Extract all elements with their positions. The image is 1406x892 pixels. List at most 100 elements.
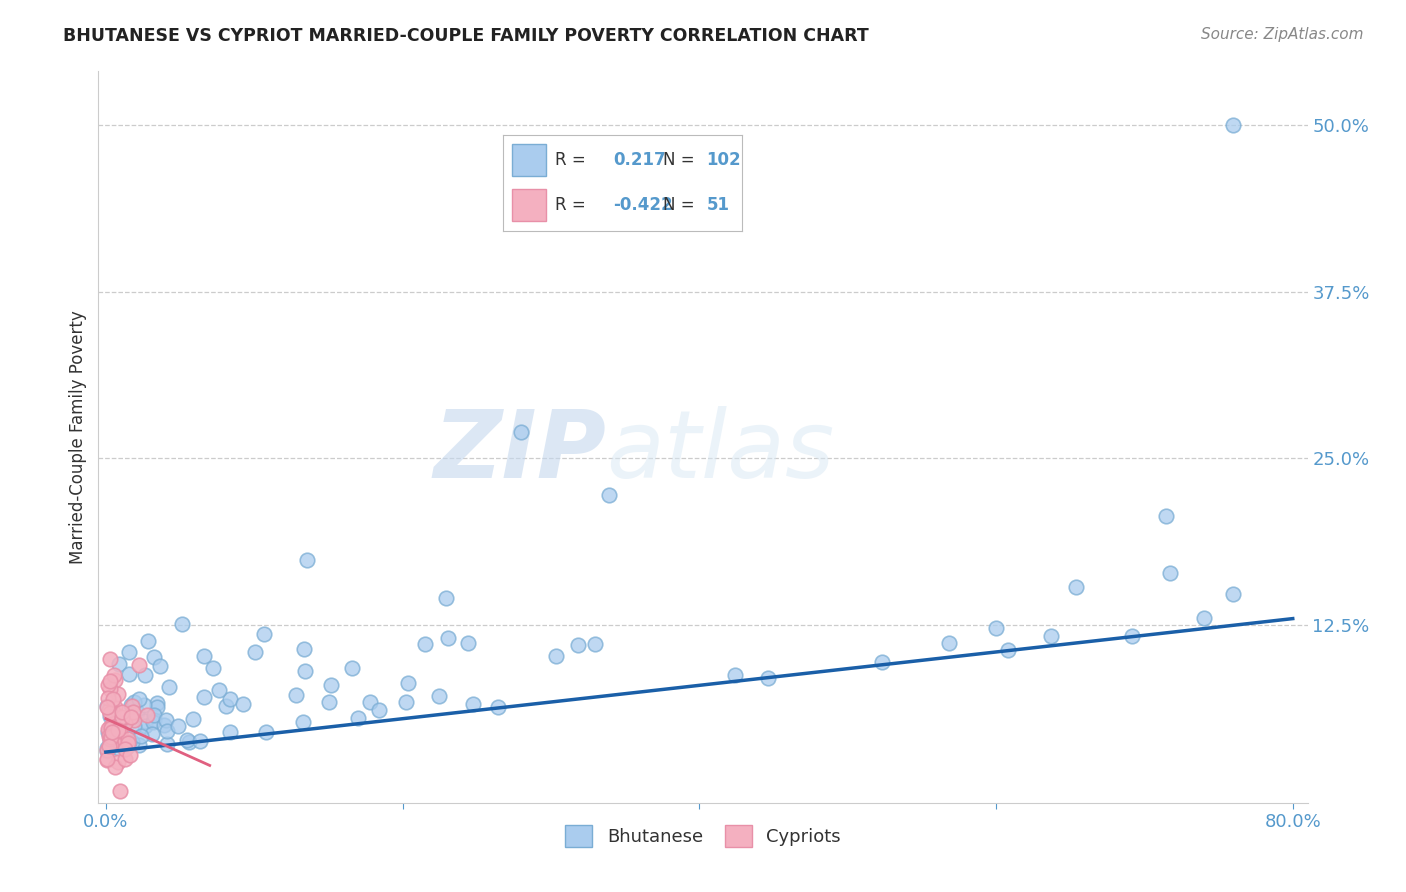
Point [118, 666, 141, 681]
Point [122, 713, 145, 727]
Point [97, 691, 120, 706]
Point [132, 698, 155, 712]
Point [997, 643, 1019, 657]
Point [98, 709, 121, 723]
Point [141, 727, 163, 741]
Point [256, 725, 278, 739]
Point [146, 700, 169, 714]
Point [146, 696, 169, 710]
Point [125, 705, 148, 719]
Point [318, 696, 340, 710]
Point [128, 738, 150, 752]
Point [110, 783, 132, 797]
Point [297, 553, 319, 567]
Point [120, 698, 142, 712]
Point [96, 699, 118, 714]
Point [583, 637, 606, 651]
Point [117, 739, 139, 754]
Point [98, 733, 121, 747]
Point [101, 705, 124, 719]
Text: -0.422: -0.422 [613, 195, 672, 214]
Point [179, 735, 201, 749]
Point [544, 648, 567, 663]
Point [1192, 611, 1215, 625]
Point [120, 710, 142, 724]
Point [157, 680, 180, 694]
Point [101, 692, 124, 706]
Point [101, 711, 124, 725]
Point [284, 688, 307, 702]
Point [111, 706, 134, 720]
Point [96, 753, 118, 767]
Text: atlas: atlas [606, 406, 835, 497]
Point [104, 700, 127, 714]
Point [103, 736, 125, 750]
Point [321, 678, 343, 692]
Point [208, 683, 231, 698]
Point [117, 736, 139, 750]
Point [155, 714, 177, 728]
Point [232, 698, 254, 712]
Point [134, 668, 156, 682]
Point [103, 731, 125, 745]
Point [107, 723, 129, 738]
Point [111, 710, 134, 724]
Point [396, 676, 419, 690]
Point [107, 756, 129, 770]
Point [436, 631, 458, 645]
FancyBboxPatch shape [512, 145, 546, 176]
Point [121, 735, 143, 749]
Point [1222, 118, 1244, 132]
Point [122, 705, 145, 719]
Point [413, 637, 436, 651]
Point [201, 661, 224, 675]
Point [427, 689, 450, 703]
Point [181, 712, 204, 726]
Point [359, 695, 381, 709]
Point [984, 621, 1007, 635]
Point [346, 711, 368, 725]
Point [340, 661, 363, 675]
Point [96, 698, 118, 713]
Point [96, 751, 118, 765]
Point [176, 733, 198, 747]
Point [110, 716, 132, 731]
Text: R =: R = [555, 195, 592, 214]
Point [98, 673, 121, 688]
Point [136, 634, 159, 648]
Point [128, 692, 150, 706]
Point [1064, 580, 1087, 594]
Point [96, 744, 118, 758]
Point [724, 668, 747, 682]
Point [98, 739, 121, 753]
Point [134, 714, 156, 728]
Point [461, 697, 484, 711]
Point [567, 638, 589, 652]
Point [108, 742, 131, 756]
Point [294, 664, 316, 678]
Point [114, 716, 136, 731]
Point [118, 735, 141, 749]
Point [101, 715, 124, 730]
Point [117, 732, 139, 747]
Point [104, 673, 127, 687]
Point [153, 718, 176, 732]
Point [97, 724, 120, 739]
Point [98, 703, 121, 717]
Point [122, 695, 145, 709]
Point [122, 719, 145, 733]
Point [97, 722, 120, 736]
Point [118, 645, 141, 659]
Point [111, 731, 134, 745]
Point [193, 690, 215, 704]
Point [135, 707, 157, 722]
Y-axis label: Married-Couple Family Poverty: Married-Couple Family Poverty [69, 310, 87, 564]
Point [598, 488, 620, 502]
Point [96, 741, 118, 756]
Text: Source: ZipAtlas.com: Source: ZipAtlas.com [1201, 27, 1364, 42]
Point [101, 709, 124, 723]
Text: ZIP: ZIP [433, 406, 606, 498]
Point [101, 732, 124, 747]
FancyBboxPatch shape [512, 189, 546, 221]
Text: 102: 102 [706, 151, 741, 169]
